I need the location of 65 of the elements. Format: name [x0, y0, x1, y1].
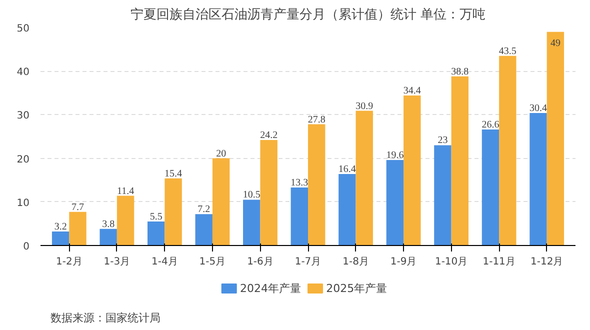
data-label: 7.7	[72, 202, 84, 213]
data-label: 43.5	[498, 46, 516, 57]
x-tick-label: 1-4月	[152, 256, 178, 268]
data-label: 11.4	[116, 186, 134, 197]
bar	[69, 212, 86, 246]
source-note: 数据来源：国家统计局	[50, 312, 160, 324]
data-label: 23	[438, 135, 448, 146]
y-tick-label: 40	[16, 67, 30, 78]
bar	[356, 110, 373, 246]
data-label: 3.8	[102, 218, 115, 230]
bar	[530, 112, 547, 246]
x-tick-label: 1-2月	[56, 256, 82, 268]
x-tick-label: 1-6月	[247, 256, 274, 268]
x-tick-label: 1-5月	[199, 256, 226, 268]
data-label: 49	[550, 38, 560, 49]
bar	[243, 200, 260, 246]
legend-label: 2025年产量	[326, 282, 388, 295]
bar	[116, 196, 134, 246]
y-tick-label: 50	[16, 24, 30, 34]
x-tick-label: 1-3月	[104, 256, 130, 268]
data-label: 38.8	[451, 66, 469, 78]
bar	[308, 124, 326, 246]
data-label: 30.9	[356, 100, 374, 112]
y-tick-label: 20	[16, 154, 30, 166]
x-tick-label: 1-10月	[434, 256, 468, 268]
y-tick-label: 30	[16, 110, 30, 122]
bar	[100, 228, 117, 246]
data-label: 24.2	[260, 130, 278, 141]
bar	[290, 188, 308, 246]
bar	[212, 158, 230, 246]
bar	[499, 56, 516, 246]
bar	[260, 140, 278, 246]
data-label: 26.6	[482, 120, 500, 131]
bar	[195, 214, 212, 246]
x-tick-label: 1-7月	[294, 256, 322, 268]
x-tick-label: 1-9月	[390, 256, 417, 268]
x-tick-label: 1-12月	[530, 256, 564, 268]
legend-label: 2024年产量	[240, 282, 301, 295]
chart-title: 宁夏回族自治区石油沥青产量分月（累计值）统计 单位：万吨	[130, 6, 486, 22]
bar	[404, 96, 421, 246]
x-tick-label: 1-11月	[482, 256, 516, 268]
data-label: 19.6	[386, 150, 404, 162]
data-label: 3.2	[54, 222, 67, 233]
data-label: 34.4	[403, 86, 421, 97]
bar	[386, 160, 404, 246]
data-label: 15.4	[164, 168, 182, 180]
data-label: 16.4	[338, 164, 356, 175]
data-label: 13.3	[290, 178, 308, 189]
data-label: 7.2	[198, 204, 210, 216]
bar	[451, 76, 468, 246]
data-label: 20	[216, 148, 226, 160]
bar	[434, 145, 452, 246]
data-label: 5.5	[150, 212, 162, 223]
bar	[546, 32, 564, 246]
bar	[52, 232, 70, 246]
y-tick-label: 10	[16, 198, 30, 209]
bar	[164, 178, 182, 246]
data-label: 27.8	[308, 114, 326, 126]
bar	[482, 130, 500, 246]
x-tick-label: 1-8月	[342, 256, 369, 268]
y-tick-label: 0	[23, 242, 30, 252]
data-label: 30.4	[529, 102, 547, 114]
bar	[338, 174, 356, 246]
data-label: 10.5	[242, 190, 260, 201]
bar	[148, 222, 165, 246]
